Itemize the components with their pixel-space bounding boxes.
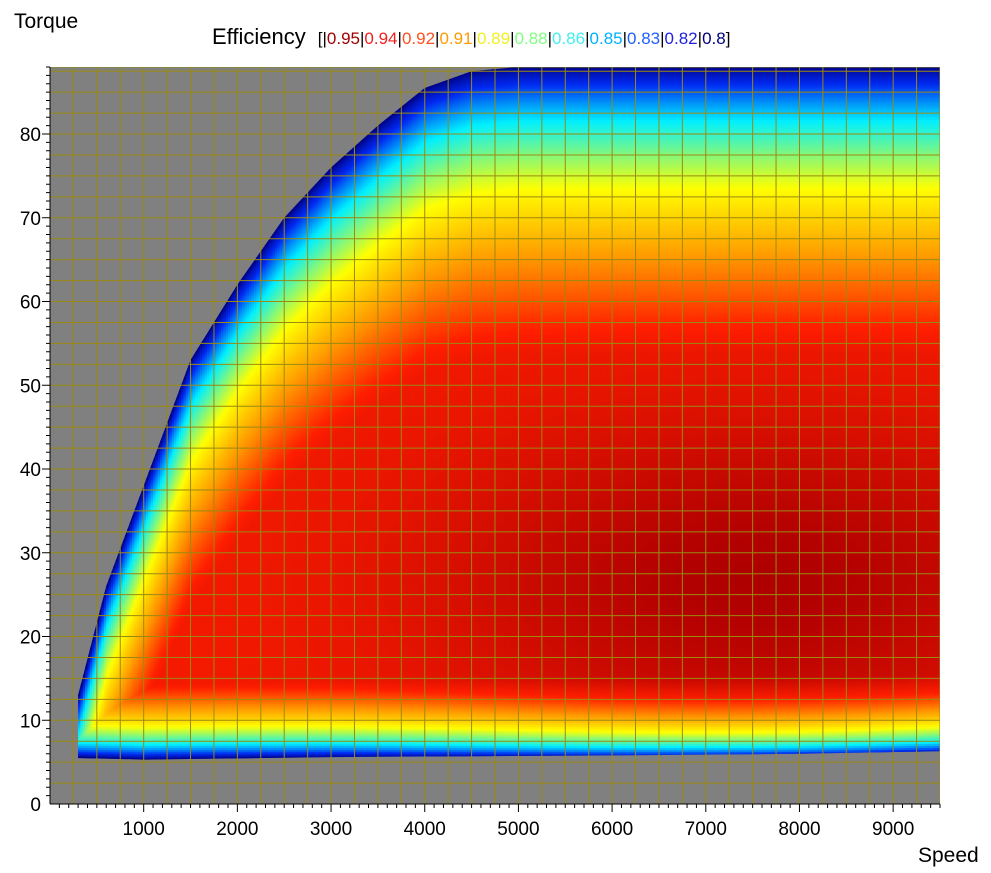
efficiency-heatmap-chart: 1000 2000 3000 4000 5000 6000 7000 8000 90000102… [0, 0, 991, 873]
